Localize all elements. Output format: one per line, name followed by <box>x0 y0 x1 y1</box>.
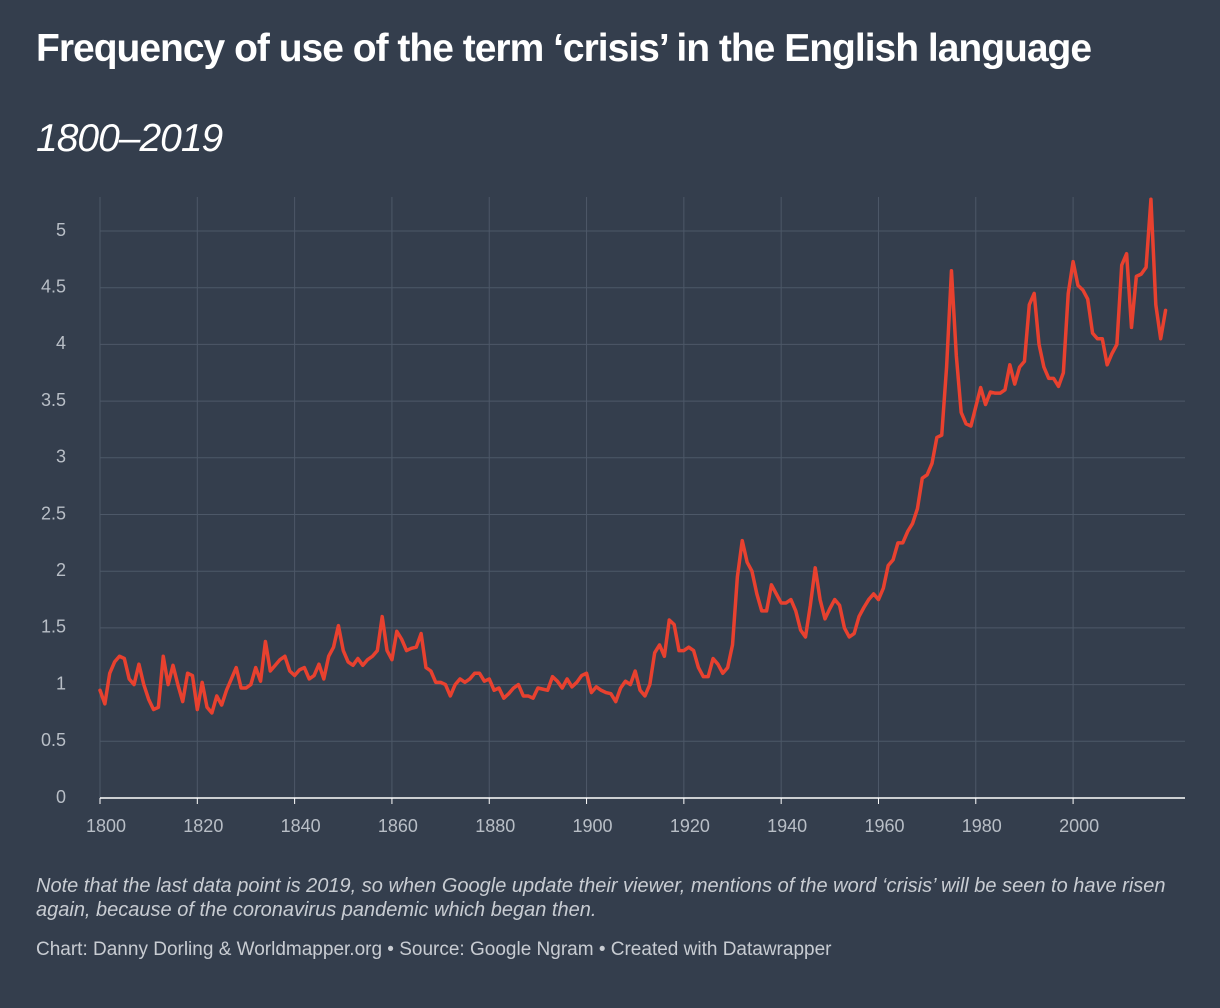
chart-title: Frequency of use of the term ‘crisis’ in… <box>36 27 1092 70</box>
x-tick-label: 1920 <box>670 816 710 836</box>
credit: Chart: Danny Dorling & Worldmapper.org •… <box>36 939 832 960</box>
x-tick-label: 1900 <box>573 816 613 836</box>
y-tick-label: 2 <box>56 560 66 580</box>
y-tick-label: 4.5 <box>41 276 66 296</box>
y-tick-label: 0 <box>56 787 66 807</box>
y-tick-label: 3 <box>56 447 66 467</box>
chart-subtitle: 1800–2019 <box>36 117 223 160</box>
x-tick-label: 1940 <box>767 816 807 836</box>
x-tick-label: 1960 <box>864 816 904 836</box>
x-tick-label: 1980 <box>962 816 1002 836</box>
x-tick-label: 1860 <box>378 816 418 836</box>
x-tick-label: 1880 <box>475 816 515 836</box>
x-tick-label: 2000 <box>1059 816 1099 836</box>
x-tick-label: 1820 <box>183 816 223 836</box>
y-tick-label: 1 <box>56 673 66 693</box>
x-tick-label: 1840 <box>281 816 321 836</box>
y-tick-label: 2.5 <box>41 503 66 523</box>
y-tick-label: 3.5 <box>41 390 66 410</box>
line <box>98 197 1168 715</box>
y-tick-label: 1.5 <box>41 617 66 637</box>
y-tick-label: 4 <box>56 333 66 353</box>
x-tick-label: 1800 <box>86 816 126 836</box>
note: Note that the last data point is 2019, s… <box>36 875 1166 921</box>
y-tick-label: 0.5 <box>41 730 66 750</box>
y-tick-label: 5 <box>56 220 66 240</box>
